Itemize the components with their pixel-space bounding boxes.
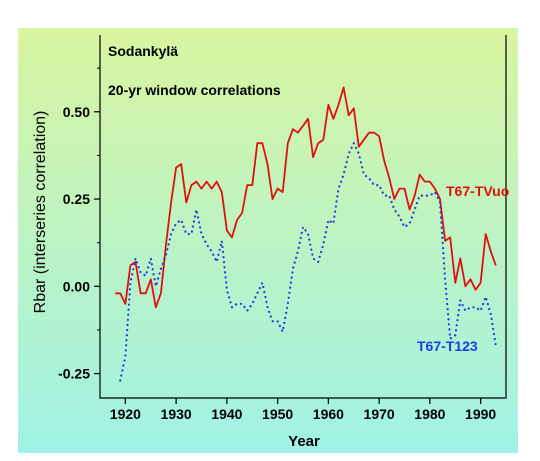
x-tick-label: 1950 [262, 406, 293, 422]
series-line-t67-t123 [119, 142, 497, 382]
series-label-t67-tvuo: T67-TVuo [446, 183, 509, 199]
chart-subtitle: 20-yr window correlations [108, 82, 281, 98]
x-tick-label: 1930 [161, 406, 192, 422]
y-axis-label: Rbar (interseries correlation) [32, 111, 49, 314]
x-ticks: 1920 1930 1940 1950 1960 1970 1980 1990 [110, 398, 496, 422]
chart-title: Sodankylä [108, 43, 178, 59]
series-label-t67-t123: T67-T123 [417, 338, 478, 354]
y-tick-label: 0.00 [63, 278, 90, 294]
x-tick-label: 1940 [211, 406, 242, 422]
plot-area: 1920 1930 1940 1950 1960 1970 1980 1990 -0.25 0.… [58, 35, 507, 422]
x-tick-label: 1920 [110, 406, 141, 422]
y-tick-label: 0.25 [63, 191, 90, 207]
x-axis-label: Year [288, 433, 320, 450]
y-ticks: -0.25 0.00 0.25 0.50 [58, 67, 100, 382]
x-tick-label: 1970 [364, 406, 395, 422]
chart-background [18, 28, 518, 453]
y-tick-label: -0.25 [58, 366, 90, 382]
x-tick-label: 1960 [313, 406, 344, 422]
series-layer [115, 86, 497, 382]
axis-frame [99, 35, 507, 399]
y-tick-label: 0.50 [63, 104, 90, 120]
x-tick-label: 1990 [465, 406, 496, 422]
x-tick-label: 1980 [414, 406, 445, 422]
series-line-t67-tvuo [115, 86, 497, 309]
